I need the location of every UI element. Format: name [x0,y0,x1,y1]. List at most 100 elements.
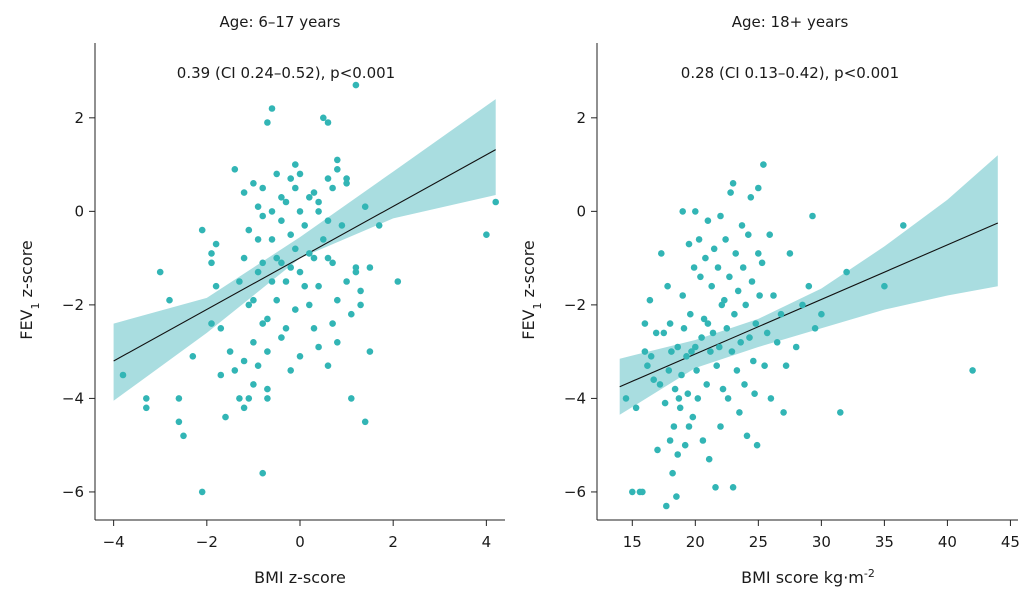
data-point [296,208,304,215]
data-point [296,170,304,178]
data-point [676,404,684,412]
x-axis-label: BMI z-score [254,568,346,587]
regression-line [113,149,496,362]
data-point [250,296,257,304]
x-tick-label: 2 [388,533,398,551]
data-point [296,268,304,276]
data-point [320,236,327,243]
y-tick-label: 0 [74,202,84,220]
data-point [700,315,708,323]
data-point [119,371,127,379]
data-point [273,170,281,178]
data-point [766,231,773,238]
data-point [666,320,674,327]
data-point [710,245,718,253]
data-point [684,390,692,398]
y-tick-label: −6 [564,483,586,501]
data-point [264,395,271,402]
data-point [278,334,285,341]
data-point [763,329,771,337]
data-point [680,325,688,332]
data-point [361,418,369,426]
data-point [352,264,360,271]
data-point [278,194,285,201]
data-point [357,301,364,309]
data-point [292,245,299,253]
data-point [240,357,248,365]
data-point [334,156,341,164]
data-point [738,222,746,229]
data-point [352,81,360,89]
data-point [282,325,290,332]
x-tick-label: 30 [812,533,831,551]
data-point [792,343,800,351]
data-point [245,301,253,309]
data-point [250,339,257,346]
data-point [663,502,670,510]
data-point [685,240,693,248]
data-point [212,282,220,290]
data-point [722,236,729,243]
data-point [786,250,794,257]
data-point [673,493,680,500]
data-point [343,175,350,182]
data-point [881,282,888,290]
data-point [334,339,341,346]
y-tick-label: 2 [74,109,84,127]
data-point [714,264,722,271]
x-tick-label: 0 [295,533,305,551]
y-tick-label: −2 [62,296,84,314]
data-point [674,451,681,458]
data-point [728,348,736,355]
data-point [809,212,816,220]
data-point [818,310,825,318]
data-point [212,240,220,248]
data-point [324,217,332,224]
data-point [324,119,332,126]
data-point [658,250,665,257]
data-point [690,264,698,271]
data-point [679,208,686,215]
y-tick-label: 2 [576,109,586,127]
data-point [306,301,313,309]
data-point [240,404,248,412]
data-point [264,385,271,393]
data-point [717,212,724,220]
data-point [668,348,675,355]
data-point [843,268,850,276]
data-point [217,325,225,332]
data-point [348,310,355,318]
data-point [767,395,775,402]
data-point [273,254,281,262]
data-point [837,409,844,416]
data-point [716,343,723,351]
data-point [250,180,257,187]
confidence-band [113,99,496,401]
x-tick-label: 45 [1001,533,1020,551]
x-axis-label: BMI score kg·m-2 [741,567,875,588]
data-point [208,320,215,327]
data-point [240,254,248,262]
data-point [366,348,374,355]
correlation-annotation: 0.28 (CI 0.13–0.42), p<0.001 [681,64,899,82]
data-point [166,296,173,304]
data-point [704,320,712,327]
data-point [287,367,295,374]
data-point [695,236,703,243]
data-point [688,348,695,355]
y-axis-label: FEV1 z-score [17,240,42,340]
data-point [698,334,705,341]
data-point [654,446,661,454]
data-point [727,189,734,196]
data-point [641,320,649,327]
data-point [734,287,742,295]
data-point [310,254,318,262]
data-point [752,320,760,327]
data-point [674,343,681,351]
data-point [724,395,732,402]
data-point [361,203,369,210]
data-point [732,250,739,257]
data-point [739,264,747,271]
data-point [743,432,751,440]
data-point [306,194,313,201]
